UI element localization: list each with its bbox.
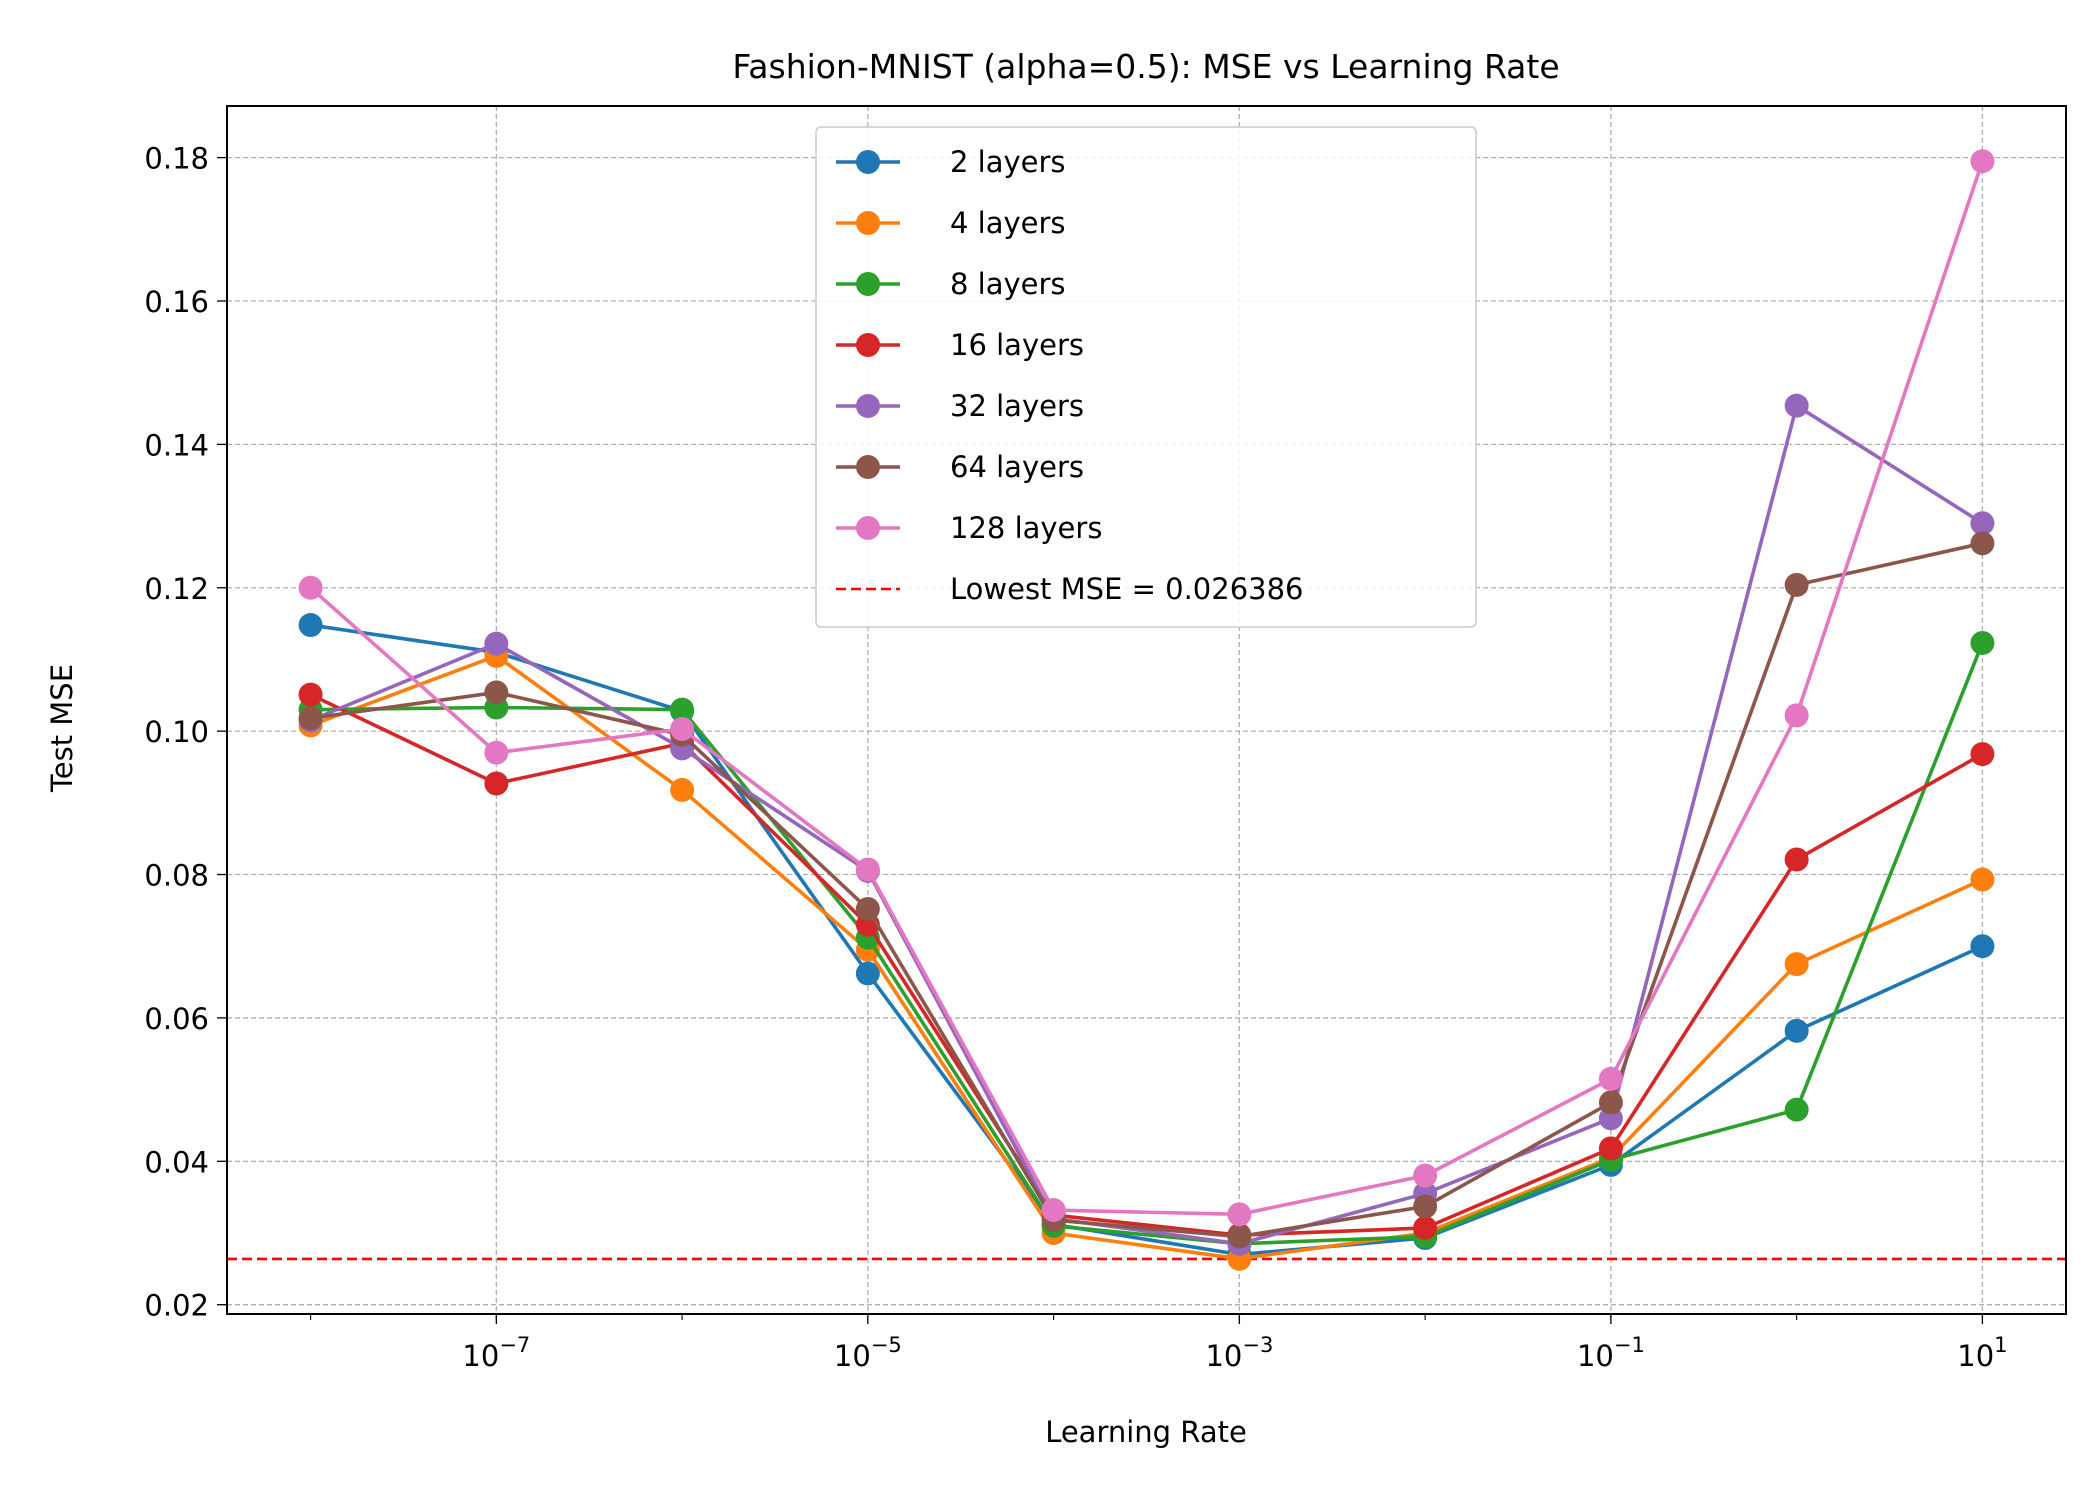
series-line: [310, 623, 1984, 1257]
data-point: [1970, 934, 1995, 959]
series-line: [310, 541, 1983, 1239]
legend-marker: [856, 455, 880, 479]
data-point: [298, 613, 323, 638]
data-point: [1784, 703, 1809, 728]
x-tick-label: 10−7: [462, 1333, 530, 1373]
plot-area: 0.020.040.060.080.100.120.140.160.1810−7…: [144, 105, 2067, 1373]
series-line: [309, 403, 1984, 1246]
data-point: [855, 857, 880, 882]
x-tick-label-exponent: −5: [871, 1333, 902, 1357]
legend: 2 layers 4 layers 8 layers 16 layers 32 laye…: [815, 126, 1477, 628]
legend-label: 32 layers: [950, 389, 1084, 423]
x-tick-label: 10−3: [1205, 1333, 1273, 1373]
legend-label: 2 layers: [950, 145, 1066, 179]
data-point: [298, 706, 323, 731]
x-tick-label-base: 10: [1957, 1339, 1994, 1373]
series-line: [309, 692, 1984, 1237]
series-line: [309, 654, 1984, 1261]
legend-label: 64 layers: [950, 450, 1084, 484]
x-tick-label: 10−1: [1577, 1333, 1645, 1373]
data-point: [1041, 1198, 1066, 1223]
y-tick-label: 0.02: [144, 1289, 209, 1323]
data-point: [1970, 867, 1995, 892]
data-point: [1227, 1224, 1252, 1249]
data-point: [484, 631, 509, 656]
legend-marker: [856, 211, 880, 235]
x-tick-label-exponent: 1: [1994, 1333, 2007, 1357]
data-point: [1598, 1136, 1623, 1161]
data-point: [1784, 393, 1809, 418]
data-point: [1784, 847, 1809, 872]
data-point: [1970, 531, 1995, 556]
y-tick-label: 0.10: [144, 715, 209, 749]
x-tick-label: 101: [1957, 1333, 2007, 1373]
x-tick-label-exponent: −3: [1242, 1333, 1273, 1357]
legend-marker: [856, 272, 880, 296]
legend-marker: [856, 394, 880, 418]
data-point: [298, 682, 323, 707]
data-point: [1227, 1202, 1252, 1227]
data-point: [1970, 630, 1995, 655]
data-point: [1970, 742, 1995, 767]
data-point: [298, 575, 323, 600]
data-point: [670, 777, 695, 802]
data-point: [1970, 511, 1995, 536]
data-point: [1784, 952, 1809, 977]
data-point: [484, 680, 509, 705]
data-point: [1784, 1097, 1809, 1122]
legend-label: Lowest MSE = 0.026386: [950, 572, 1304, 606]
data-point: [855, 961, 880, 986]
legend-box: [815, 126, 1477, 628]
data-point: [1598, 1066, 1623, 1091]
y-tick-label: 0.06: [144, 1002, 209, 1036]
data-point: [1413, 1163, 1438, 1188]
series-128-layers: [298, 149, 1995, 1227]
data-point: [1970, 149, 1995, 174]
data-point: [855, 896, 880, 921]
legend-label: 128 layers: [950, 511, 1102, 545]
series-line: [309, 160, 1985, 1217]
x-tick-label-exponent: −7: [499, 1333, 530, 1357]
y-tick-label: 0.16: [144, 285, 209, 319]
y-tick-label: 0.18: [144, 142, 209, 176]
data-point: [1598, 1090, 1623, 1115]
legend-label: 8 layers: [950, 267, 1066, 301]
x-tick-label-base: 10: [1205, 1339, 1242, 1373]
legend-label: 16 layers: [950, 328, 1084, 362]
x-axis-label: Learning Rate: [1045, 1415, 1247, 1449]
legend-marker: [856, 516, 880, 540]
x-tick-label-base: 10: [462, 1339, 499, 1373]
x-tick-label-base: 10: [834, 1339, 871, 1373]
axes-frame: [226, 105, 2067, 1315]
data-point: [670, 716, 695, 741]
legend-marker: [856, 150, 880, 174]
y-tick-label: 0.04: [144, 1145, 209, 1179]
legend-label: 4 layers: [950, 206, 1066, 240]
data-point: [484, 740, 509, 765]
y-axis-label: Test MSE: [45, 664, 79, 793]
data-point: [1413, 1194, 1438, 1219]
data-point: [1413, 1215, 1438, 1240]
data-point: [670, 697, 695, 722]
data-point: [1784, 572, 1809, 597]
data-point: [484, 771, 509, 796]
data-point: [1784, 1018, 1809, 1043]
y-tick-label: 0.14: [144, 428, 209, 462]
x-tick-label-base: 10: [1577, 1339, 1614, 1373]
x-tick-label-exponent: −1: [1614, 1333, 1645, 1357]
chart-title: Fashion-MNIST (alpha=0.5): MSE vs Learni…: [732, 47, 1559, 86]
legend-marker: [856, 333, 880, 357]
y-tick-label: 0.12: [144, 572, 209, 606]
series-line: [310, 642, 1985, 1246]
x-tick-label: 10−5: [834, 1333, 902, 1373]
y-tick-label: 0.08: [144, 859, 209, 893]
